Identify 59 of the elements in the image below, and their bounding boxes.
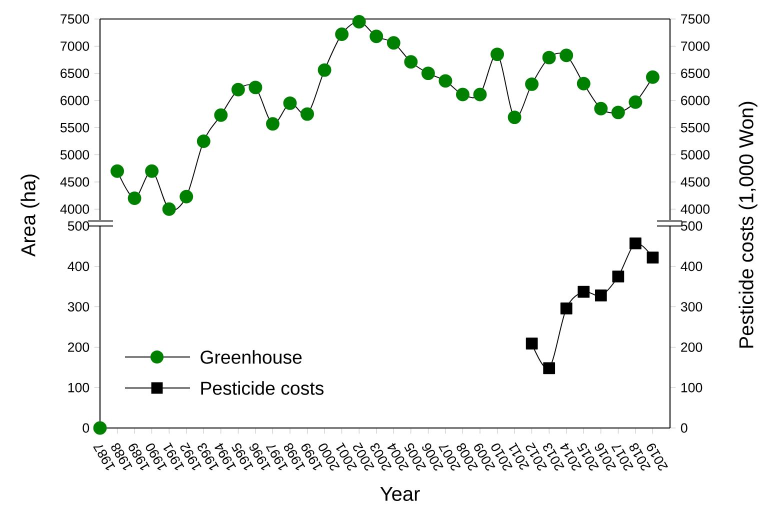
point [525,77,539,91]
point [578,286,590,298]
point [646,252,659,264]
y-tick-label: 4000 [60,204,90,214]
point [386,36,400,50]
point [231,82,245,96]
point [490,48,504,62]
point [421,66,435,80]
point [128,192,142,205]
point [438,74,452,88]
x-axis-title: Year [380,487,420,501]
y-tick-label: 200 [681,342,702,352]
y-tick-label: 7500 [60,14,90,24]
point [214,108,228,122]
point [612,270,624,282]
point [196,134,210,148]
point [248,80,262,94]
y-tick-label: 300 [680,302,702,312]
y-tick-label: 7000 [60,41,90,51]
legend-label: Greenhouse [200,350,302,364]
point [300,107,314,121]
point [611,106,625,120]
point [283,96,297,110]
point [576,76,590,90]
point [145,164,159,178]
y-tick-label: 500 [680,221,702,231]
point [526,338,538,350]
point [473,88,487,102]
point [594,290,607,302]
point [335,27,349,41]
y-tick-label: 5000 [60,150,90,160]
point [543,362,556,374]
point [266,117,280,131]
y-axis-title: Area (ha) [20,174,40,257]
point [594,102,608,116]
y-tick-label: 100 [681,382,702,392]
y-tick-label: 6500 [60,68,90,78]
point [542,50,556,64]
y-tick-label: 6000 [60,96,90,106]
point [630,237,642,250]
y-tick-label: 400 [680,262,702,272]
point [352,14,366,28]
y-tick-label: 0 [680,423,688,433]
y2-axis-title: Pesticide costs (1,000 Won) [738,102,758,348]
point [646,70,660,84]
point [456,88,470,102]
y-tick-label: 4500 [60,177,90,187]
point [628,95,642,109]
legend-label: Pesticide costs [201,381,324,395]
point [560,302,572,314]
point [110,164,124,178]
point [180,190,194,204]
point [404,55,418,69]
point [508,110,522,124]
y-tick-label: 5500 [60,122,90,132]
point [162,202,176,216]
point [318,63,332,77]
point [560,48,574,62]
point [370,30,384,44]
